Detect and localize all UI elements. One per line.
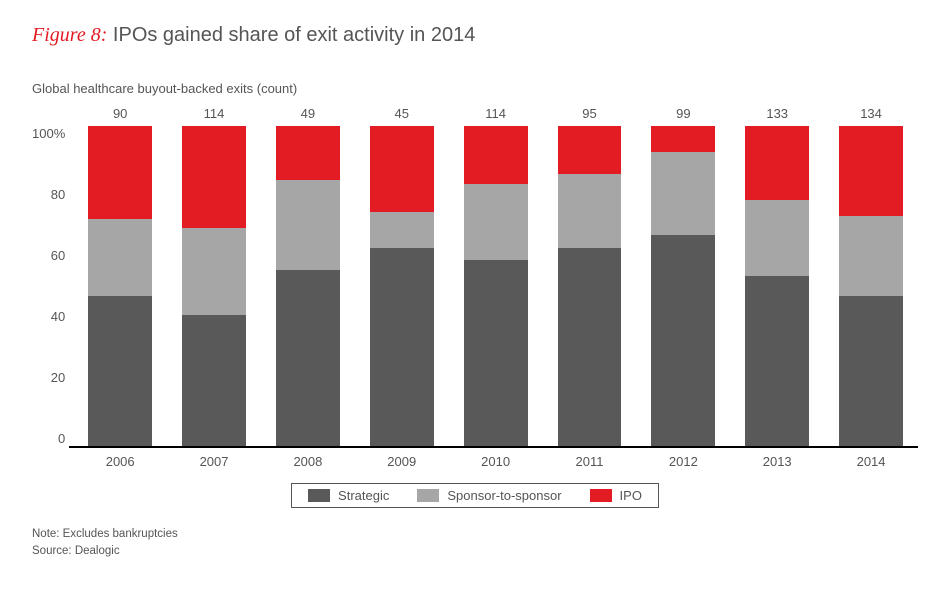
bar-segment-strategic bbox=[651, 235, 715, 446]
x-tick-label: 2007 bbox=[200, 448, 229, 469]
bar-segment-strategic bbox=[182, 315, 246, 446]
bar-segment-sponsor-to-sponsor bbox=[464, 184, 528, 261]
x-tick-label: 2013 bbox=[763, 448, 792, 469]
bar-segment-sponsor-to-sponsor bbox=[370, 212, 434, 247]
x-tick-label: 2012 bbox=[669, 448, 698, 469]
bar-count-label: 95 bbox=[582, 106, 596, 126]
x-tick-label: 2009 bbox=[387, 448, 416, 469]
figure-label: Figure 8: bbox=[32, 24, 107, 46]
legend-item: IPO bbox=[590, 488, 642, 503]
bar-segment-sponsor-to-sponsor bbox=[276, 180, 340, 270]
bar-segment-strategic bbox=[276, 270, 340, 446]
bar-segment-sponsor-to-sponsor bbox=[558, 174, 622, 248]
x-tick-label: 2008 bbox=[293, 448, 322, 469]
legend: Strategic Sponsor-to-sponsor IPO bbox=[291, 483, 659, 508]
legend-label: IPO bbox=[620, 488, 642, 503]
bar-count-label: 45 bbox=[395, 106, 409, 126]
chart-area: 100% 80 60 40 20 0 90 114 49 45 114 95 99 133 134 200… bbox=[32, 106, 918, 469]
x-tick-label: 2011 bbox=[575, 448, 603, 469]
legend-swatch bbox=[308, 489, 330, 502]
bar-segment-ipo bbox=[276, 126, 340, 180]
bar-segment-ipo bbox=[839, 126, 903, 216]
y-tick-label: 40 bbox=[51, 309, 65, 324]
plot-area: 9011449451149599133134 20062007200820092… bbox=[73, 106, 918, 469]
legend-item: Strategic bbox=[308, 488, 389, 503]
footnotes: Note: Excludes bankruptcies Source: Deal… bbox=[32, 526, 918, 561]
chart-subtitle: Global healthcare buyout-backed exits (c… bbox=[32, 81, 918, 96]
bar-segment-ipo bbox=[182, 126, 246, 228]
stacked-bar bbox=[88, 126, 152, 446]
bar-segment-ipo bbox=[651, 126, 715, 152]
figure-title-text: IPOs gained share of exit activity in 20… bbox=[113, 24, 475, 46]
y-axis: 100% 80 60 40 20 0 bbox=[32, 126, 73, 446]
source-text: Source: Dealogic bbox=[32, 543, 918, 560]
bar-segment-strategic bbox=[839, 296, 903, 446]
x-tick-label: 2014 bbox=[857, 448, 886, 469]
bar-segment-sponsor-to-sponsor bbox=[88, 219, 152, 296]
bar-segment-ipo bbox=[745, 126, 809, 200]
bar-count-label: 90 bbox=[113, 106, 127, 126]
stacked-bar bbox=[745, 126, 809, 446]
counts-row: 90 114 49 45 114 95 99 133 134 bbox=[73, 106, 918, 126]
bar-segment-ipo bbox=[88, 126, 152, 219]
bar-segment-strategic bbox=[558, 248, 622, 446]
figure-title: Figure 8: IPOs gained share of exit acti… bbox=[32, 24, 918, 47]
bar-segment-sponsor-to-sponsor bbox=[745, 200, 809, 277]
x-tick-label: 2010 bbox=[481, 448, 510, 469]
stacked-bar bbox=[558, 126, 622, 446]
legend-swatch bbox=[417, 489, 439, 502]
legend-item: Sponsor-to-sponsor bbox=[417, 488, 561, 503]
bar-segment-strategic bbox=[88, 296, 152, 446]
stacked-bar bbox=[182, 126, 246, 446]
bar-segment-sponsor-to-sponsor bbox=[182, 228, 246, 314]
legend-label: Strategic bbox=[338, 488, 389, 503]
bar-count-label: 133 bbox=[766, 106, 788, 126]
stacked-bar bbox=[276, 126, 340, 446]
y-tick-label: 80 bbox=[51, 187, 65, 202]
bar-count-label: 114 bbox=[204, 106, 225, 126]
bar-count-label: 134 bbox=[860, 106, 882, 126]
bar-segment-sponsor-to-sponsor bbox=[651, 152, 715, 235]
y-tick-label: 0 bbox=[58, 431, 65, 446]
bar-segment-sponsor-to-sponsor bbox=[839, 216, 903, 296]
bar-count-label: 114 bbox=[485, 106, 506, 126]
x-tick-label: 2006 bbox=[106, 448, 135, 469]
y-tick-label: 20 bbox=[51, 370, 65, 385]
stacked-bar bbox=[651, 126, 715, 446]
stacked-bar bbox=[839, 126, 903, 446]
bar-count-label: 49 bbox=[301, 106, 315, 126]
y-tick-label: 100% bbox=[32, 126, 65, 141]
bar-segment-ipo bbox=[558, 126, 622, 174]
bar-segment-ipo bbox=[370, 126, 434, 212]
bar-segment-strategic bbox=[745, 276, 809, 446]
stacked-bar bbox=[464, 126, 528, 446]
x-axis-labels: 2006 2007 2008 2009 2010 2011 2012 2013 2014 bbox=[73, 448, 918, 469]
legend-swatch bbox=[590, 489, 612, 502]
stacked-bar bbox=[370, 126, 434, 446]
bars-row bbox=[73, 126, 918, 446]
bar-count-label: 99 bbox=[676, 106, 690, 126]
bar-segment-ipo bbox=[464, 126, 528, 184]
y-tick-label: 60 bbox=[51, 248, 65, 263]
bar-segment-strategic bbox=[370, 248, 434, 446]
legend-label: Sponsor-to-sponsor bbox=[447, 488, 561, 503]
note-text: Note: Excludes bankruptcies bbox=[32, 526, 918, 543]
bar-segment-strategic bbox=[464, 260, 528, 446]
